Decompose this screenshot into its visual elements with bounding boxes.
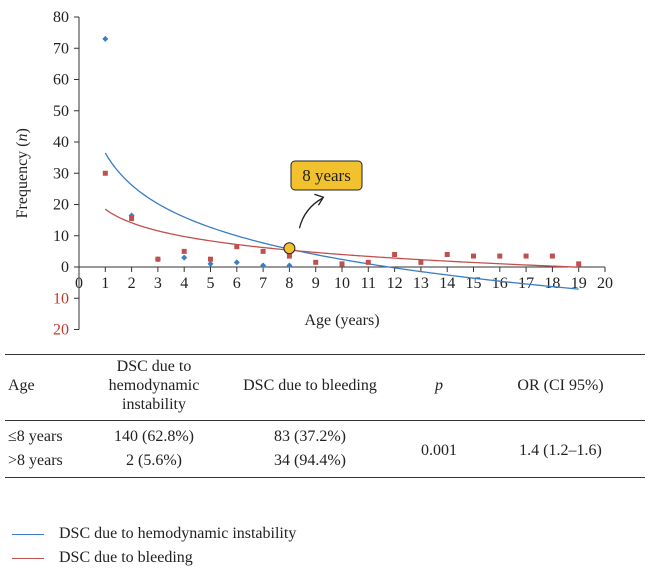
y-axis-label: Frequency (n)	[14, 128, 31, 218]
cell-bleeding: 34 (94.4%)	[274, 452, 346, 469]
data-point-bleeding	[208, 256, 213, 262]
x-tick-label: 0	[75, 275, 83, 292]
y-tick-label: 70	[53, 40, 69, 57]
x-tick-label: 5	[207, 275, 215, 292]
data-point-bleeding	[497, 253, 503, 259]
x-tick-label: 12	[387, 275, 403, 292]
data-point-bleeding	[234, 244, 240, 250]
trendline-series-0	[104, 152, 579, 290]
x-tick-label: 13	[413, 275, 429, 292]
y-tick-label: 10	[53, 228, 69, 245]
data-point-hemodynamic	[233, 259, 240, 266]
x-tick-label: 18	[544, 275, 560, 292]
y-tick-label: 20	[53, 197, 69, 214]
or-value: 1.4 (1.2–1.6)	[519, 442, 602, 459]
intersection-highlight	[283, 242, 296, 255]
x-tick-label: 10	[334, 275, 350, 292]
y-tick-label: 0	[61, 259, 69, 276]
legend-item-bleeding: DSC due to bleeding	[12, 546, 296, 570]
x-tick-label: 8	[285, 275, 293, 292]
y-tick-label: 50	[53, 103, 69, 120]
data-point-bleeding	[155, 256, 161, 262]
data-point-bleeding	[313, 259, 319, 265]
y-tick-label-negative: 20	[53, 322, 69, 339]
x-tick-label: 11	[361, 275, 376, 292]
data-point-bleeding	[576, 261, 582, 267]
legend-swatch-red	[12, 557, 44, 559]
header-p: p	[435, 377, 443, 394]
data-point-hemodynamic	[260, 262, 267, 269]
data-point-bleeding	[181, 248, 187, 254]
x-tick-label: 19	[571, 275, 587, 292]
x-tick-label: 2	[128, 275, 136, 292]
annotation-label: 8 years	[302, 166, 351, 185]
x-tick-label: 3	[154, 275, 162, 292]
legend-swatch-blue	[12, 533, 44, 535]
annotation-arrowhead	[314, 193, 325, 206]
x-tick-label: 1	[101, 275, 109, 292]
data-point-bleeding	[523, 253, 529, 259]
x-tick-label: 9	[312, 275, 320, 292]
cell-bleeding: 83 (37.2%)	[274, 428, 346, 445]
row-label: >8 years	[8, 452, 63, 469]
y-tick-label-negative: 10	[53, 290, 69, 307]
header-bleeding: DSC due to bleeding	[243, 377, 377, 394]
legend-label: DSC due to hemodynamic instability	[59, 525, 297, 542]
data-point-hemodynamic	[102, 35, 109, 42]
p-value: 0.001	[421, 442, 457, 459]
data-point-hemodynamic	[207, 260, 214, 267]
header-hemodynamic: DSC due to hemodynamic instability	[108, 358, 200, 413]
cell-hemodynamic: 2 (5.6%)	[126, 452, 182, 469]
x-tick-label: 6	[233, 275, 241, 292]
data-point-bleeding	[471, 253, 476, 259]
table-row: ≤8 years 140 (62.8%) 83 (37.2%) 0.001 1.…	[5, 421, 645, 459]
y-tick-label: 80	[53, 9, 69, 26]
data-point-hemodynamic	[181, 254, 188, 261]
x-tick-label: 20	[597, 275, 613, 292]
data-point-bleeding	[418, 259, 424, 265]
header-age: Age	[8, 377, 35, 394]
header-or: OR (CI 95%)	[517, 377, 604, 394]
data-point-hemodynamic	[286, 262, 293, 269]
data-point-bleeding	[339, 261, 345, 267]
y-tick-label: 40	[53, 134, 69, 151]
data-point-bleeding	[444, 252, 450, 257]
x-axis-label: Age (years)	[304, 312, 379, 329]
x-tick-label: 7	[259, 275, 267, 292]
cell-hemodynamic: 140 (62.8%)	[114, 428, 194, 445]
table-row: >8 years 2 (5.6%) 34 (94.4%)	[5, 449, 645, 478]
x-tick-label: 14	[439, 275, 455, 292]
x-tick-label: 4	[180, 275, 188, 292]
legend: DSC due to hemodynamic instability DSC d…	[12, 522, 296, 570]
data-point-bleeding	[129, 216, 135, 222]
y-tick-label: 60	[53, 72, 69, 89]
legend-label: DSC due to bleeding	[59, 549, 193, 566]
legend-item-hemodynamic: DSC due to hemodynamic instability	[12, 522, 296, 546]
y-tick-label: 30	[53, 165, 69, 182]
data-point-bleeding	[102, 170, 108, 176]
annotation-box	[290, 160, 363, 191]
summary-table: Age DSC due to hemodynamic instability D…	[5, 354, 645, 478]
data-point-bleeding	[549, 253, 555, 259]
data-point-bleeding	[286, 253, 292, 259]
x-tick-label: 16	[492, 275, 508, 292]
table-header-row: Age DSC due to hemodynamic instability D…	[5, 354, 645, 421]
data-point-bleeding	[260, 248, 266, 254]
trendline-series-1	[104, 208, 579, 268]
annotation-arrow	[298, 197, 323, 229]
row-label: ≤8 years	[8, 428, 63, 445]
data-point-bleeding	[365, 259, 371, 265]
data-point-bleeding	[392, 252, 398, 257]
